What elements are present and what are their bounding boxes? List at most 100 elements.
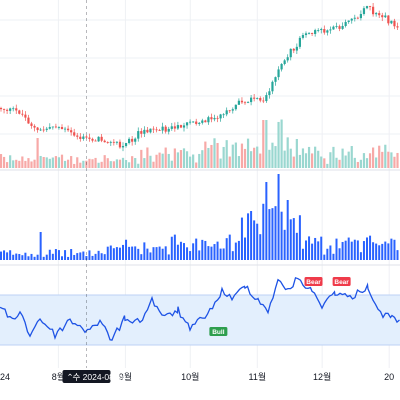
candle-body — [326, 30, 329, 33]
histogram-bar — [274, 206, 277, 260]
histogram-bar — [311, 243, 314, 260]
cursor-arrow-icon: ⌃ — [66, 372, 73, 382]
candle-body — [259, 97, 262, 101]
candle-body — [103, 140, 106, 143]
volume-bar — [91, 159, 94, 168]
candle-body — [231, 109, 234, 111]
candle-body — [6, 109, 9, 111]
histogram-bar — [97, 250, 100, 260]
rsi-band — [0, 295, 400, 345]
volume-bar — [204, 141, 207, 168]
histogram-bar — [362, 241, 365, 260]
histogram-bar — [189, 251, 192, 260]
price-pane[interactable] — [0, 2, 399, 168]
volume-bar — [131, 156, 134, 168]
volume-bar — [155, 154, 158, 168]
candle-body — [137, 131, 140, 139]
candle-body — [9, 108, 12, 111]
candle-body — [121, 145, 125, 148]
histogram-bar — [222, 248, 225, 260]
candle-body — [15, 108, 18, 111]
candle-body — [176, 125, 179, 129]
volume-bar — [195, 162, 198, 168]
candle-body — [286, 57, 289, 61]
volume-bar — [100, 161, 103, 168]
time-axis-label: 20 — [384, 372, 394, 382]
histogram-bar — [76, 253, 79, 260]
time-axis-label: 8월 — [52, 371, 65, 382]
histogram-bar — [173, 234, 176, 260]
candle-body — [280, 63, 283, 70]
candle-body — [390, 20, 393, 24]
volume-bar — [164, 147, 167, 168]
candle-body — [67, 128, 70, 131]
histogram-bar — [204, 240, 207, 260]
volume-bar — [387, 151, 390, 168]
volume-bar — [51, 157, 54, 168]
histogram-bar — [372, 242, 375, 260]
volume-bar — [372, 147, 375, 168]
candle-body — [100, 136, 103, 141]
volume-bar — [73, 163, 76, 168]
candle-body — [237, 100, 240, 105]
histogram-bar — [262, 203, 265, 260]
histogram-bar — [112, 248, 115, 260]
candle-body — [201, 120, 204, 123]
volume-bar — [76, 157, 79, 168]
histogram-bar — [152, 247, 155, 260]
histogram-bar — [67, 256, 70, 260]
volume-bar — [158, 152, 161, 168]
volume-bar — [143, 158, 146, 168]
histogram-bar — [158, 246, 161, 260]
volume-bar — [103, 155, 106, 168]
histogram-bar — [45, 254, 48, 260]
candle-body — [301, 35, 305, 38]
volume-pane[interactable] — [0, 174, 399, 260]
volume-bar — [350, 146, 353, 168]
volume-bar — [6, 162, 9, 168]
candle-body — [368, 6, 372, 7]
candle-body — [323, 29, 326, 33]
candle-body — [48, 127, 51, 129]
histogram-bar — [15, 253, 18, 260]
histogram-bar — [109, 245, 112, 260]
histogram-bar — [12, 254, 15, 260]
histogram-bar — [170, 236, 173, 260]
volume-bar — [207, 147, 210, 168]
volume-bar — [237, 156, 240, 168]
histogram-bar — [393, 239, 396, 260]
histogram-bar — [161, 248, 164, 260]
candle-body — [384, 15, 387, 18]
histogram-bar — [369, 235, 372, 260]
candle-body — [356, 17, 359, 19]
candle-body — [128, 138, 131, 144]
crosshair-date-label: ⌃ 수 2024-08-14 — [62, 370, 126, 383]
histogram-bar — [9, 250, 12, 260]
volume-bar — [353, 157, 356, 168]
grid-lines — [0, 0, 400, 368]
histogram-bar — [375, 243, 378, 260]
volume-bar — [311, 153, 314, 168]
volume-bar — [30, 161, 33, 168]
volume-bar — [295, 138, 298, 168]
histogram-bar — [335, 238, 338, 260]
candle-body — [118, 141, 122, 148]
volume-bar — [128, 162, 131, 168]
candle-body — [2, 109, 6, 110]
candle-body — [347, 20, 350, 22]
candle-body — [21, 113, 24, 115]
histogram-bar — [338, 248, 341, 260]
volume-bar — [12, 160, 15, 168]
histogram-bar — [3, 250, 6, 260]
candle-body — [396, 26, 399, 28]
histogram-bar — [128, 246, 131, 260]
candle-body — [372, 6, 375, 15]
volume-bar — [185, 151, 189, 168]
histogram-bar — [61, 256, 63, 260]
histogram-bar — [250, 211, 253, 260]
candle-body — [381, 15, 384, 18]
histogram-bar — [387, 243, 390, 260]
rsi-pane[interactable]: Bear Bear Bull — [0, 276, 400, 346]
time-axis[interactable]: 24 8월 9월 10월 11월 12월 20 ⌃ 수 2024-08-14 — [0, 370, 394, 383]
